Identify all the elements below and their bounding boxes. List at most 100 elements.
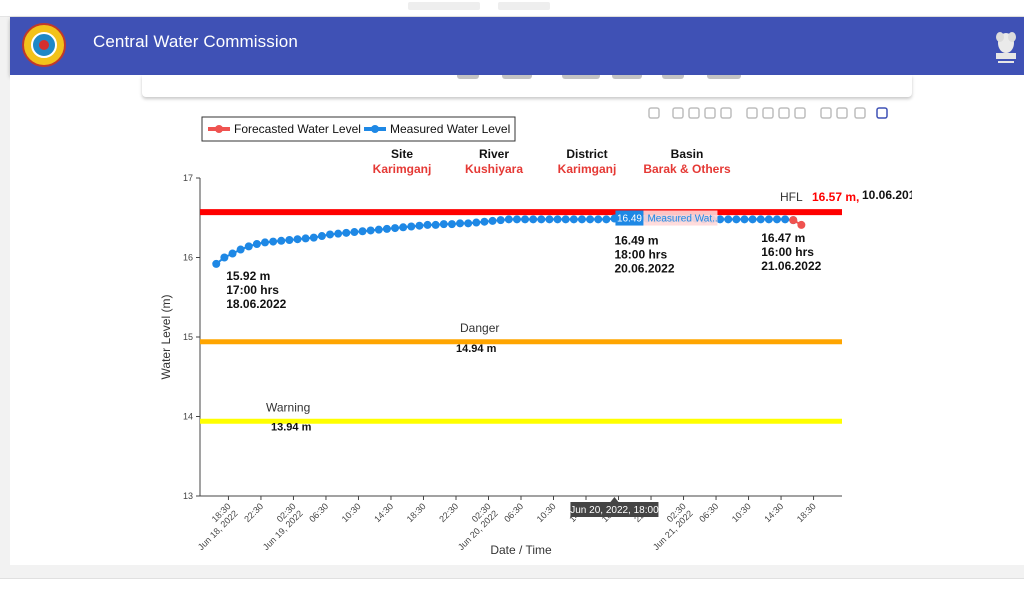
measured-point[interactable] bbox=[537, 215, 546, 224]
camera-icon[interactable] bbox=[648, 107, 660, 119]
measured-point[interactable] bbox=[464, 219, 473, 228]
measured-point[interactable] bbox=[569, 215, 578, 224]
measured-point[interactable] bbox=[740, 215, 749, 224]
measured-point[interactable] bbox=[309, 233, 318, 242]
measured-point[interactable] bbox=[716, 215, 725, 224]
measured-point[interactable] bbox=[764, 215, 773, 224]
lasso-icon[interactable] bbox=[720, 107, 732, 119]
measured-point[interactable] bbox=[472, 218, 481, 227]
x-tick-label: 10:30 bbox=[340, 501, 363, 524]
measured-point[interactable] bbox=[577, 215, 586, 224]
box-select-icon[interactable] bbox=[704, 107, 716, 119]
hover-closest-icon[interactable] bbox=[836, 107, 848, 119]
measured-point[interactable] bbox=[407, 222, 416, 231]
details-card bbox=[142, 75, 912, 97]
measured-point[interactable] bbox=[366, 226, 375, 235]
measured-point[interactable] bbox=[439, 220, 448, 229]
autoscale-icon[interactable] bbox=[778, 107, 790, 119]
measured-point[interactable] bbox=[326, 230, 335, 239]
measured-point[interactable] bbox=[496, 216, 505, 225]
y-tick-label: 13 bbox=[183, 491, 193, 501]
info-label: River bbox=[479, 147, 509, 161]
content-area: 13 14 15 16 17 18:30 Jun 18, 2022 22:30 02:30 Jun… bbox=[10, 75, 1024, 565]
measured-point[interactable] bbox=[781, 215, 790, 224]
danger-value-label: 14.94 m bbox=[456, 343, 497, 355]
cwc-logo-icon[interactable] bbox=[22, 23, 66, 67]
measured-point[interactable] bbox=[269, 237, 278, 246]
hover-compare-icon[interactable] bbox=[854, 107, 866, 119]
measured-point[interactable] bbox=[447, 220, 456, 229]
measured-point[interactable] bbox=[756, 215, 765, 224]
measured-point[interactable] bbox=[342, 228, 351, 237]
measured-point[interactable] bbox=[293, 235, 302, 244]
x-tick-label-group: 18:30 bbox=[795, 501, 818, 524]
measured-point[interactable] bbox=[545, 215, 554, 224]
measured-point[interactable] bbox=[334, 229, 343, 238]
measured-point[interactable] bbox=[512, 215, 521, 224]
hover-x-pointer bbox=[610, 497, 619, 502]
x-tick-label: 06:30 bbox=[502, 501, 525, 524]
measured-point[interactable] bbox=[480, 217, 489, 226]
measured-point[interactable] bbox=[285, 236, 294, 245]
zoom-in-icon[interactable] bbox=[746, 107, 758, 119]
measured-point[interactable] bbox=[561, 215, 570, 224]
x-tick-label-group: 22:30 bbox=[242, 501, 265, 524]
measured-point[interactable] bbox=[212, 259, 221, 268]
zoom-icon[interactable] bbox=[672, 107, 684, 119]
legend-forecast-marker[interactable] bbox=[215, 125, 223, 133]
measured-point[interactable] bbox=[261, 238, 270, 247]
measured-point[interactable] bbox=[236, 245, 245, 254]
measured-point[interactable] bbox=[529, 215, 538, 224]
legend-forecast-label: Forecasted Water Level bbox=[234, 122, 361, 136]
reset-axes-icon[interactable] bbox=[794, 107, 806, 119]
legend-measured-marker[interactable] bbox=[371, 125, 379, 133]
measured-point[interactable] bbox=[772, 215, 781, 224]
measured-point[interactable] bbox=[391, 224, 400, 233]
data-annotation-text: 18:00 hrs bbox=[614, 248, 667, 262]
measured-point[interactable] bbox=[602, 215, 611, 224]
measured-point[interactable] bbox=[504, 215, 513, 224]
measured-point[interactable] bbox=[724, 215, 733, 224]
measured-point[interactable] bbox=[277, 236, 286, 245]
measured-point[interactable] bbox=[382, 224, 391, 233]
x-tick-label-group: 14:30 bbox=[372, 501, 395, 524]
warning-value-label: 13.94 m bbox=[271, 421, 312, 433]
measured-point[interactable] bbox=[228, 249, 237, 258]
measured-point[interactable] bbox=[586, 215, 595, 224]
measured-point[interactable] bbox=[399, 223, 408, 232]
measured-point[interactable] bbox=[553, 215, 562, 224]
spike-lines-icon[interactable] bbox=[820, 107, 832, 119]
measured-point[interactable] bbox=[374, 225, 383, 234]
measured-point[interactable] bbox=[431, 220, 440, 229]
x-tick-label-group: 06:30 bbox=[697, 501, 720, 524]
forecast-point[interactable] bbox=[797, 220, 806, 229]
x-tick-label: 06:30 bbox=[697, 501, 720, 524]
measured-point[interactable] bbox=[350, 228, 359, 237]
forecast-point[interactable] bbox=[789, 216, 798, 225]
measured-point[interactable] bbox=[488, 216, 497, 225]
zoom-out-icon[interactable] bbox=[762, 107, 774, 119]
pan-icon[interactable] bbox=[688, 107, 700, 119]
measured-point[interactable] bbox=[301, 234, 310, 243]
y-tick-label: 14 bbox=[183, 412, 193, 422]
y-tick-label: 15 bbox=[183, 332, 193, 342]
measured-point[interactable] bbox=[220, 253, 229, 262]
measured-point[interactable] bbox=[423, 220, 432, 229]
measured-point[interactable] bbox=[252, 239, 261, 248]
legend-measured-label: Measured Water Level bbox=[390, 122, 510, 136]
measured-point[interactable] bbox=[594, 215, 603, 224]
measured-point[interactable] bbox=[748, 215, 757, 224]
header-title: Central Water Commission bbox=[93, 32, 298, 51]
data-annotation-text: 15.92 m bbox=[226, 269, 270, 283]
measured-point[interactable] bbox=[732, 215, 741, 224]
measured-point[interactable] bbox=[244, 242, 253, 251]
data-annotation-text: 18.06.2022 bbox=[226, 297, 286, 311]
measured-point[interactable] bbox=[415, 221, 424, 230]
measured-point[interactable] bbox=[456, 219, 465, 228]
measured-point[interactable] bbox=[317, 232, 326, 241]
measured-point[interactable] bbox=[358, 227, 367, 236]
measured-point[interactable] bbox=[521, 215, 530, 224]
plotly-logo-icon[interactable] bbox=[876, 107, 888, 119]
